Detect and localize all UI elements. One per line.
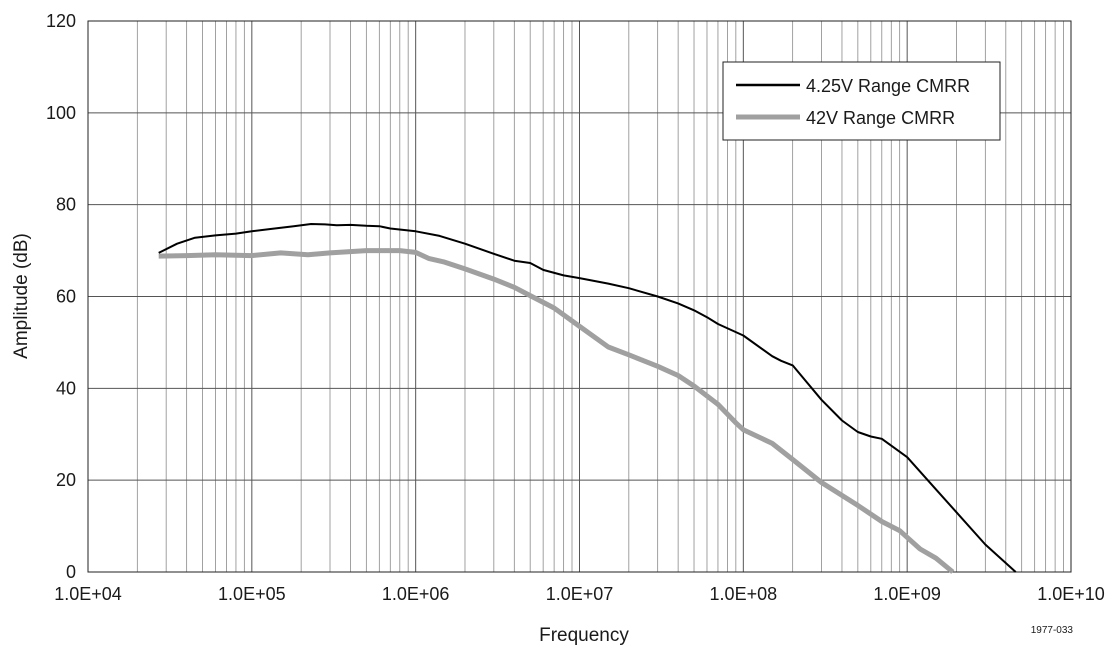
x-axis-title: Frequency [539, 625, 629, 646]
legend: 4.25V Range CMRR 42V Range CMRR [723, 62, 1000, 140]
y-tick-label: 40 [56, 378, 76, 398]
legend-label-42v: 42V Range CMRR [806, 108, 955, 128]
x-tick-labels: 1.0E+04 1.0E+05 1.0E+06 1.0E+07 1.0E+08 1.0E+… [54, 584, 1105, 604]
x-tick-label: 1.0E+04 [54, 584, 122, 604]
figure-id: 1977-033 [1031, 625, 1074, 636]
x-tick-label: 1.0E+08 [710, 584, 778, 604]
y-tick-label: 80 [56, 195, 76, 215]
x-tick-label: 1.0E+09 [873, 584, 941, 604]
y-tick-label: 0 [66, 562, 76, 582]
legend-box [723, 62, 1000, 140]
y-tick-label: 20 [56, 470, 76, 490]
y-tick-label: 120 [46, 11, 76, 31]
legend-label-4-25v: 4.25V Range CMRR [806, 76, 970, 96]
y-tick-label: 60 [56, 287, 76, 307]
y-tick-label: 100 [46, 103, 76, 123]
x-tick-label: 1.0E+05 [218, 584, 286, 604]
x-tick-label: 1.0E+10 [1037, 584, 1105, 604]
x-tick-label: 1.0E+06 [382, 584, 450, 604]
y-axis-title: Amplitude (dB) [11, 233, 32, 359]
y-tick-labels: 0 20 40 60 80 100 120 [46, 11, 76, 582]
x-tick-label: 1.0E+07 [546, 584, 614, 604]
